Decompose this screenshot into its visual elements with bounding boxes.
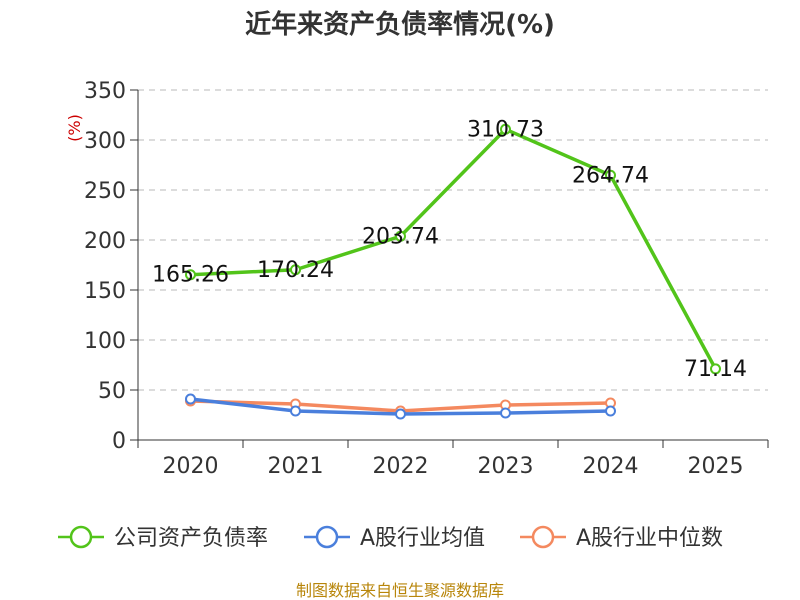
x-tick-label: 2020 xyxy=(163,454,219,479)
data-point xyxy=(605,405,616,417)
data-point xyxy=(605,169,616,181)
data-label: 264.74 xyxy=(572,163,649,188)
x-tick-label: 2023 xyxy=(478,454,534,479)
y-tick-label: 150 xyxy=(84,279,126,304)
legend-marker-icon xyxy=(315,525,339,549)
legend-label: A股行业中位数 xyxy=(576,526,723,551)
y-tick-label: 350 xyxy=(84,79,126,104)
y-tick-label: 50 xyxy=(98,379,126,404)
data-label: 203.74 xyxy=(362,224,439,249)
data-label: 71.14 xyxy=(684,357,747,382)
data-point xyxy=(185,393,196,405)
data-point xyxy=(395,408,406,420)
data-point xyxy=(185,269,196,281)
y-axis-unit: (%) xyxy=(65,114,84,142)
legend-marker-icon xyxy=(531,525,555,549)
legend-marker-icon xyxy=(69,525,93,549)
y-tick-label: 250 xyxy=(84,179,126,204)
x-tick-label: 2022 xyxy=(373,454,429,479)
legend-label: 公司资产负债率 xyxy=(114,526,268,551)
x-tick-label: 2025 xyxy=(688,454,744,479)
y-tick-label: 200 xyxy=(84,229,126,254)
series-group xyxy=(185,123,721,420)
chart-title: 近年来资产负债率情况(%) xyxy=(245,9,555,40)
data-label: 310.73 xyxy=(467,117,544,142)
data-point xyxy=(500,407,511,419)
series-line-0 xyxy=(190,127,718,370)
legend-label: A股行业均值 xyxy=(360,526,485,551)
data-labels: 165.26 170.24 203.74 310.73 264.74 71.14 xyxy=(152,117,747,382)
x-tick-label: 2021 xyxy=(268,454,324,479)
y-tick-label: 100 xyxy=(84,329,126,354)
grid-lines xyxy=(138,89,768,391)
x-tick-label: 2024 xyxy=(583,454,639,479)
data-point xyxy=(290,405,301,417)
data-point xyxy=(395,230,406,242)
data-label: 170.24 xyxy=(257,258,334,283)
source-note: 制图数据来自恒生聚源数据库 xyxy=(296,581,504,600)
data-point xyxy=(500,123,511,135)
legend: 公司资产负债率 A股行业均值 A股行业中位数 xyxy=(58,525,723,551)
y-tick-label: 0 xyxy=(112,429,126,454)
axes: 0 50 100 150 200 250 300 350 2020 2021 2022 2023 202… xyxy=(84,79,769,479)
data-point xyxy=(290,264,301,276)
data-label: 165.26 xyxy=(152,263,229,288)
y-tick-label: 300 xyxy=(84,129,126,154)
data-point xyxy=(710,363,721,375)
